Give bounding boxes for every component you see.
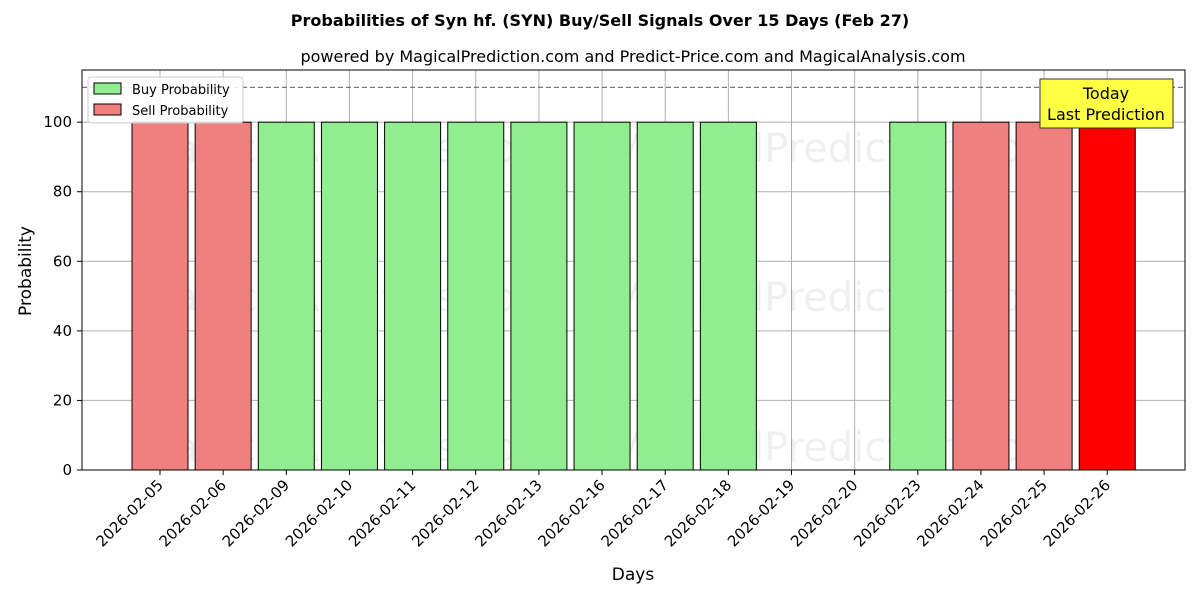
today-annotation-line-1: Today: [1082, 84, 1129, 103]
today-annotation-box: [1039, 78, 1174, 129]
bar-buy: [699, 121, 757, 471]
y-axis-label: Probability: [16, 226, 36, 316]
y-tick-label: 0: [62, 461, 72, 479]
bar-buy: [889, 121, 947, 471]
bar-sell: [131, 121, 189, 471]
bar-buy: [510, 121, 568, 471]
bar-sell: [194, 121, 252, 471]
y-tick-label: 80: [53, 183, 72, 201]
legend-box: [87, 76, 244, 124]
y-tick-label: 100: [43, 113, 72, 131]
today-annotation: Today Last Prediction: [1039, 78, 1174, 129]
legend-swatch-buy: [93, 82, 122, 95]
y-axis-ticks: 0 20 40 60 80 100: [43, 113, 82, 479]
bar-buy: [384, 121, 442, 471]
legend-label-buy: Buy Probability: [132, 83, 230, 98]
y-tick-label: 60: [53, 252, 72, 270]
y-tick-label: 40: [53, 322, 72, 340]
bars: [131, 121, 1136, 471]
legend-swatch-sell: [93, 103, 122, 116]
legend-label-sell: Sell Probability: [132, 104, 229, 119]
y-tick-label: 20: [53, 391, 72, 409]
legend: Buy Probability Sell Probability: [87, 76, 244, 124]
bar-buy: [257, 121, 315, 471]
x-axis-label: Days: [612, 565, 655, 585]
bar-buy: [573, 121, 631, 471]
chart-title: Probabilities of Syn hf. (SYN) Buy/Sell …: [291, 11, 909, 30]
bar-sell: [1015, 121, 1073, 471]
bar-buy: [447, 121, 505, 471]
today-annotation-line-2: Last Prediction: [1047, 105, 1165, 124]
chart-subtitle: powered by MagicalPrediction.com and Pre…: [300, 47, 965, 66]
plot-area-frame: [81, 69, 1186, 471]
bar-sell: [952, 121, 1010, 471]
bar-sell: [1078, 121, 1136, 471]
bar-buy: [636, 121, 694, 471]
bar-buy: [320, 121, 378, 471]
